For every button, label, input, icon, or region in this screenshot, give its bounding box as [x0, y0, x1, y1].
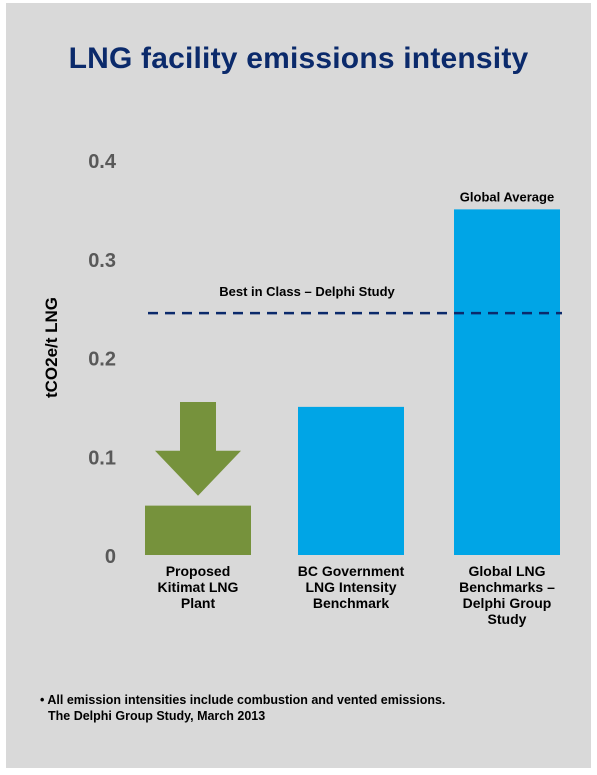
bar-chart: 0 0.1 0.2 0.3 0.4 tCO2e/t LNG Best in Class – …	[42, 151, 562, 627]
down-arrow-icon	[155, 401, 241, 496]
x-tick-label: Proposed Kitimat LNG Plant	[158, 563, 239, 611]
y-tick-label: 0.1	[88, 447, 116, 469]
x-tick-label: Global LNG Benchmarks – Delphi Group Study	[459, 563, 555, 627]
chart-title: LNG facility emissions intensity	[68, 42, 529, 75]
bar	[298, 406, 404, 555]
y-tick-label: 0.4	[88, 151, 117, 173]
footnote-line-1: • All emission intensities include combu…	[40, 693, 446, 707]
y-tick-label: 0	[105, 546, 116, 568]
reference-line-label: Best in Class – Delphi Study	[219, 284, 395, 299]
y-tick-label: 0.2	[88, 349, 116, 371]
bar-annotation: Global Average	[460, 189, 554, 204]
y-axis-label: tCO2e/t LNG	[42, 297, 61, 398]
bar	[145, 505, 251, 555]
bar	[454, 209, 560, 555]
y-tick-label: 0.3	[88, 250, 116, 272]
footnote-line-2: The Delphi Group Study, March 2013	[48, 709, 266, 723]
footnote: • All emission intensities include combu…	[40, 692, 580, 724]
x-tick-label: BC Government LNG Intensity Benchmark	[298, 563, 405, 611]
